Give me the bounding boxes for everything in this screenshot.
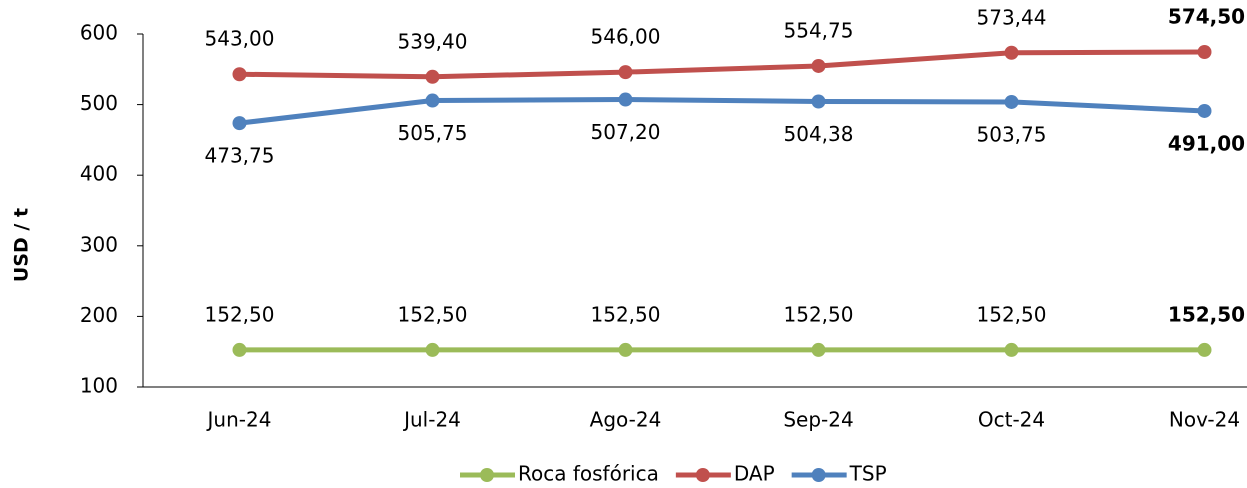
point <box>1197 45 1212 60</box>
y-tick-label: 400 <box>80 162 118 186</box>
data-label: 152,50 <box>784 302 854 326</box>
data-label: 543,00 <box>205 27 275 51</box>
data-label: 473,75 <box>205 144 275 168</box>
point <box>232 67 247 82</box>
legend-marker <box>480 468 494 482</box>
series-line <box>239 97 1205 126</box>
point <box>425 69 440 84</box>
point <box>425 342 440 357</box>
legend-marker <box>811 468 826 482</box>
point <box>618 92 633 107</box>
point <box>618 342 633 357</box>
legend-label: DAP <box>734 462 775 486</box>
data-label: 546,00 <box>591 25 661 49</box>
series-line <box>239 49 1205 80</box>
y-tick-label: 500 <box>80 91 118 115</box>
legend-marker <box>695 468 710 482</box>
data-label: 554,75 <box>784 18 854 42</box>
data-label: 152,50 <box>1168 302 1245 326</box>
data-label: 152,50 <box>205 302 275 326</box>
x-tick-label: Jul-24 <box>402 408 461 432</box>
data-label: 505,75 <box>398 121 468 145</box>
y-tick-label: 300 <box>80 232 118 256</box>
data-label: 573,44 <box>977 5 1047 29</box>
point <box>1004 45 1019 60</box>
point <box>618 65 633 80</box>
x-tick-label: Jun-24 <box>206 408 272 432</box>
point <box>811 94 826 109</box>
y-tick-label: 100 <box>80 374 118 398</box>
legend-label: TSP <box>849 462 887 486</box>
point <box>1004 94 1019 109</box>
point <box>811 58 826 73</box>
data-label: 574,50 <box>1168 5 1245 29</box>
data-label: 504,38 <box>784 122 854 146</box>
x-tick-label: Sep-24 <box>783 408 853 432</box>
point <box>811 342 826 357</box>
y-tick-label: 600 <box>80 21 118 45</box>
point <box>1197 103 1212 118</box>
data-label: 152,50 <box>591 302 661 326</box>
y-tick-label: 200 <box>80 303 118 327</box>
x-tick-label: Oct-24 <box>978 408 1045 432</box>
point <box>1197 342 1212 357</box>
x-tick-label: Nov-24 <box>1169 408 1240 432</box>
x-tick-label: Ago-24 <box>590 408 662 432</box>
y-axis-label: USD / t <box>11 208 33 282</box>
data-label: 503,75 <box>977 122 1047 146</box>
data-label: 507,20 <box>591 120 661 144</box>
point <box>232 342 247 357</box>
data-label: 539,40 <box>398 29 468 53</box>
point <box>425 93 440 108</box>
data-label: 152,50 <box>977 302 1047 326</box>
data-label: 152,50 <box>398 302 468 326</box>
point <box>232 116 247 131</box>
point <box>1004 342 1019 357</box>
legend-label: Roca fosfórica <box>518 462 659 486</box>
data-label: 491,00 <box>1168 131 1245 155</box>
